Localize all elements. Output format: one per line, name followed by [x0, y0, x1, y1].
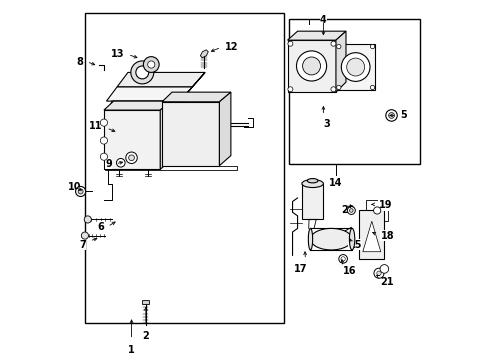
Circle shape — [116, 158, 125, 167]
Polygon shape — [104, 101, 171, 110]
Circle shape — [388, 113, 394, 118]
Text: 13: 13 — [111, 49, 124, 59]
Circle shape — [369, 44, 374, 49]
Polygon shape — [117, 72, 204, 87]
Bar — [85, 13, 284, 323]
Circle shape — [369, 85, 374, 90]
Text: 10: 10 — [68, 182, 81, 192]
Circle shape — [340, 257, 345, 261]
Ellipse shape — [301, 180, 323, 188]
Polygon shape — [106, 87, 192, 101]
Bar — [142, 300, 149, 304]
Polygon shape — [110, 101, 185, 108]
Circle shape — [131, 61, 153, 84]
Text: 11: 11 — [89, 121, 102, 131]
Circle shape — [341, 53, 369, 81]
Bar — [365, 201, 387, 221]
Circle shape — [78, 189, 83, 194]
Text: 21: 21 — [379, 277, 393, 287]
Text: 5: 5 — [400, 111, 407, 121]
Bar — [289, 19, 419, 164]
Circle shape — [100, 137, 107, 144]
Circle shape — [302, 57, 320, 75]
Circle shape — [143, 57, 159, 72]
Text: 12: 12 — [224, 42, 238, 52]
Circle shape — [76, 186, 85, 197]
Circle shape — [376, 271, 380, 275]
Circle shape — [287, 87, 292, 92]
Polygon shape — [335, 44, 375, 90]
Text: 3: 3 — [323, 119, 330, 129]
Polygon shape — [287, 40, 335, 92]
Circle shape — [128, 155, 134, 161]
Polygon shape — [160, 101, 171, 169]
Circle shape — [346, 58, 364, 76]
Text: 8: 8 — [76, 57, 83, 67]
Polygon shape — [180, 72, 204, 101]
Circle shape — [84, 216, 91, 223]
Circle shape — [336, 85, 340, 90]
Ellipse shape — [310, 228, 351, 250]
Circle shape — [330, 87, 335, 92]
Circle shape — [147, 61, 155, 68]
Polygon shape — [162, 92, 230, 102]
Circle shape — [100, 119, 107, 126]
Circle shape — [349, 209, 352, 212]
Circle shape — [81, 232, 88, 239]
Circle shape — [296, 51, 326, 81]
Circle shape — [338, 255, 346, 263]
Circle shape — [336, 44, 340, 49]
Text: 4: 4 — [319, 15, 326, 25]
Ellipse shape — [306, 179, 317, 183]
Circle shape — [373, 268, 383, 278]
Ellipse shape — [349, 228, 354, 250]
Polygon shape — [200, 50, 208, 58]
Text: 9: 9 — [105, 159, 112, 169]
Bar — [166, 106, 216, 161]
Text: 20: 20 — [341, 205, 354, 215]
Circle shape — [385, 110, 396, 121]
Circle shape — [125, 152, 137, 163]
Circle shape — [379, 265, 388, 273]
Text: 1: 1 — [128, 345, 135, 355]
Circle shape — [287, 41, 292, 46]
Polygon shape — [335, 31, 346, 92]
Text: 15: 15 — [348, 239, 361, 249]
Circle shape — [373, 207, 380, 214]
Text: 7: 7 — [79, 239, 86, 249]
Polygon shape — [359, 211, 384, 259]
Circle shape — [100, 153, 107, 160]
Text: 18: 18 — [380, 231, 394, 240]
Circle shape — [346, 207, 355, 215]
Circle shape — [330, 41, 335, 46]
Ellipse shape — [308, 228, 312, 250]
Text: 19: 19 — [378, 200, 392, 210]
Polygon shape — [162, 102, 219, 166]
Circle shape — [136, 66, 148, 79]
Text: 17: 17 — [294, 264, 307, 274]
Polygon shape — [219, 92, 230, 166]
Polygon shape — [104, 110, 160, 169]
Polygon shape — [287, 31, 346, 40]
Text: 2: 2 — [142, 330, 149, 341]
Text: 6: 6 — [97, 222, 104, 231]
Text: 14: 14 — [328, 178, 342, 188]
Text: 16: 16 — [343, 266, 356, 276]
Bar — [301, 184, 323, 220]
Polygon shape — [362, 221, 380, 252]
